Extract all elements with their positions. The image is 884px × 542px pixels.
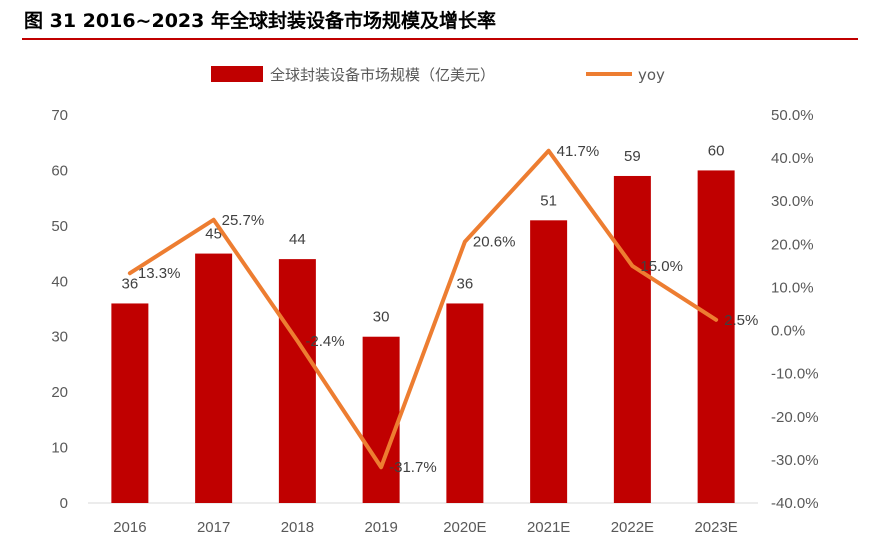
yoy-value-label: 25.7% bbox=[222, 212, 265, 229]
right-axis-tick-label: 30.0% bbox=[771, 193, 814, 210]
left-axis-tick-label: 70 bbox=[51, 107, 68, 124]
yoy-value-label: 13.3% bbox=[138, 265, 181, 282]
yoy-value-label: -2.4% bbox=[305, 333, 344, 350]
right-axis-tick-label: 40.0% bbox=[771, 150, 814, 167]
right-axis-tick-label: 10.0% bbox=[771, 279, 814, 296]
left-axis-tick-label: 50 bbox=[51, 218, 68, 235]
right-axis-tick-label: -20.0% bbox=[771, 409, 819, 426]
left-axis-tick-label: 20 bbox=[51, 384, 68, 401]
right-axis-tick-label: -30.0% bbox=[771, 452, 819, 469]
x-axis-tick-label: 2017 bbox=[197, 519, 230, 536]
yoy-value-label: 2.5% bbox=[724, 312, 758, 329]
left-axis-tick-label: 10 bbox=[51, 440, 68, 457]
yoy-value-label: 15.0% bbox=[640, 258, 683, 275]
left-axis-tick-label: 0 bbox=[60, 495, 68, 512]
left-axis-tick-label: 30 bbox=[51, 329, 68, 346]
x-axis-tick-label: 2022E bbox=[611, 519, 654, 536]
right-axis-tick-label: 0.0% bbox=[771, 323, 805, 340]
yoy-value-label: -31.7% bbox=[389, 459, 437, 476]
right-axis-tick-label: -40.0% bbox=[771, 495, 819, 512]
bar-value-label: 36 bbox=[457, 275, 474, 292]
yoy-value-label: 41.7% bbox=[557, 143, 600, 160]
right-axis-tick-label: -10.0% bbox=[771, 366, 819, 383]
legend-bar-label: 全球封装设备市场规模（亿美元） bbox=[270, 66, 495, 84]
bar bbox=[613, 175, 651, 503]
legend-line-label: yoy bbox=[638, 66, 665, 84]
bar-value-label: 44 bbox=[289, 231, 306, 248]
right-axis-tick-label: 20.0% bbox=[771, 236, 814, 253]
x-axis-tick-label: 2021E bbox=[527, 519, 570, 536]
bar-value-label: 60 bbox=[708, 142, 725, 159]
left-axis-tick-label: 40 bbox=[51, 273, 68, 290]
title-rule bbox=[22, 38, 858, 40]
bar-value-label: 51 bbox=[540, 192, 557, 209]
bar bbox=[697, 170, 735, 503]
bar-value-label: 59 bbox=[624, 148, 641, 165]
x-axis-tick-label: 2018 bbox=[281, 519, 314, 536]
yoy-value-label: 20.6% bbox=[473, 234, 516, 251]
bar-value-label: 30 bbox=[373, 309, 390, 326]
bar bbox=[362, 336, 400, 503]
bar bbox=[278, 259, 316, 503]
bar bbox=[195, 253, 233, 503]
x-axis-tick-label: 2019 bbox=[364, 519, 397, 536]
bar bbox=[530, 220, 568, 504]
bar bbox=[446, 303, 484, 503]
chart-title: 图 31 2016~2023 年全球封装设备市场规模及增长率 bbox=[24, 10, 496, 32]
bar bbox=[111, 303, 149, 503]
bar-value-label: 45 bbox=[205, 226, 222, 243]
x-axis-tick-label: 2020E bbox=[443, 519, 486, 536]
yoy-line bbox=[127, 148, 719, 470]
legend: 全球封装设备市场规模（亿美元） yoy bbox=[211, 66, 665, 84]
legend-bar-swatch bbox=[211, 66, 263, 82]
x-axis-tick-label: 2023E bbox=[694, 519, 737, 536]
left-axis-tick-label: 60 bbox=[51, 162, 68, 179]
bar-value-label: 36 bbox=[122, 275, 139, 292]
right-axis-tick-label: 50.0% bbox=[771, 107, 814, 124]
x-axis-tick-label: 2016 bbox=[113, 519, 146, 536]
